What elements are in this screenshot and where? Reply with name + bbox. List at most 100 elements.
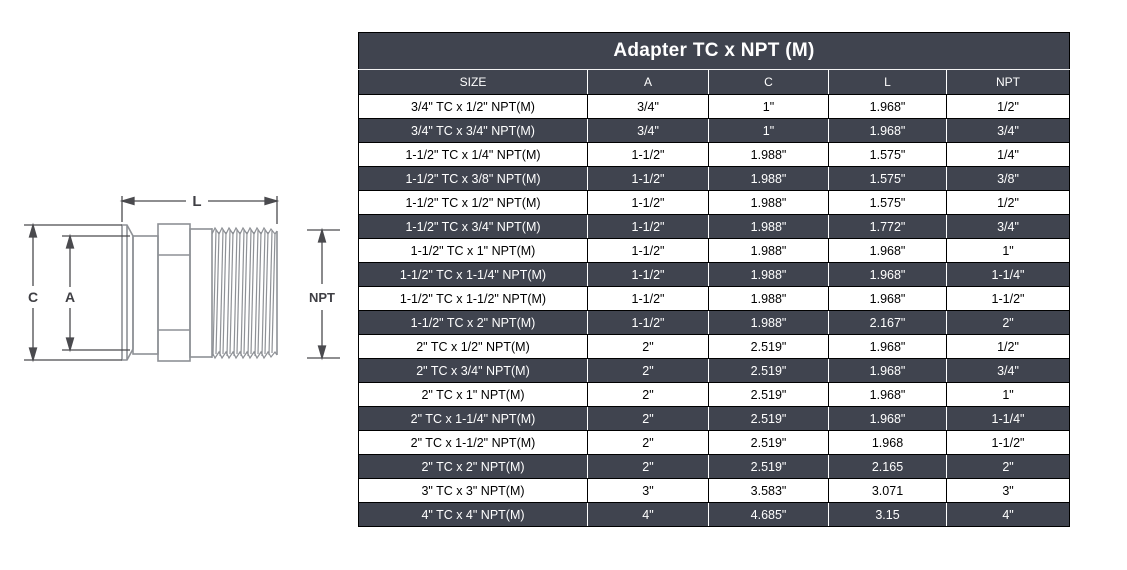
table-cell: 2.165 xyxy=(828,454,947,479)
column-header-a: A xyxy=(587,69,709,95)
table-cell: 1-1/2" xyxy=(945,286,1071,311)
table-cell: 3/4" xyxy=(945,214,1071,239)
table-cell: 1.968" xyxy=(828,406,947,431)
table-cell: 1/4" xyxy=(945,142,1071,167)
table-row: 2" TC x 3/4" NPT(M) 2" 2.519" 1.968" 3/4" xyxy=(358,358,1071,383)
dimension-label-NPT: NPT xyxy=(309,290,335,305)
adapter-technical-drawing: L C A NPT xyxy=(10,178,350,393)
table-cell: 2.167" xyxy=(828,310,947,335)
table-cell: 3.071 xyxy=(828,478,947,503)
table-cell: 3" TC x 3" NPT(M) xyxy=(358,478,588,503)
table-cell: 1-1/2" xyxy=(945,430,1071,455)
table-cell: 1.968" xyxy=(828,382,947,407)
table-cell: 1" xyxy=(945,382,1071,407)
table-row: 1-1/2" TC x 2" NPT(M) 1-1/2" 1.988" 2.167" 2… xyxy=(358,310,1071,335)
table-cell: 1-1/2" xyxy=(587,262,709,287)
table-cell: 1-1/2" xyxy=(587,142,709,167)
table-cell: 1.988" xyxy=(708,142,829,167)
table-cell: 3/4" xyxy=(587,94,709,119)
table-cell: 3/4" xyxy=(945,118,1071,143)
table-cell: 2" xyxy=(587,454,709,479)
table-row: 1-1/2" TC x 1-1/2" NPT(M) 1-1/2" 1.988" 1.9… xyxy=(358,286,1071,311)
table-cell: 2" TC x 1/2" NPT(M) xyxy=(358,334,588,359)
table-cell: 4.685" xyxy=(708,502,829,527)
table-row: 2" TC x 1-1/2" NPT(M) 2" 2.519" 1.968 1-1/2" xyxy=(358,430,1071,455)
column-header-l: L xyxy=(828,69,947,95)
table-cell: 1.988" xyxy=(708,190,829,215)
table-cell: 3/4" xyxy=(945,358,1071,383)
table-cell: 1-1/4" xyxy=(945,262,1071,287)
table-row: 2" TC x 2" NPT(M) 2" 2.519" 2.165 2" xyxy=(358,454,1071,479)
table-cell: 1" xyxy=(945,238,1071,263)
table-cell: 1" xyxy=(708,94,829,119)
table-cell: 1-1/2" TC x 1/2" NPT(M) xyxy=(358,190,588,215)
table-row: 2" TC x 1-1/4" NPT(M) 2" 2.519" 1.968" 1-1/4… xyxy=(358,406,1071,431)
table-cell: 3/4" TC x 3/4" NPT(M) xyxy=(358,118,588,143)
table-row: 3" TC x 3" NPT(M) 3" 3.583" 3.071 3" xyxy=(358,478,1071,503)
table-cell: 2" xyxy=(587,406,709,431)
table-cell: 2" TC x 3/4" NPT(M) xyxy=(358,358,588,383)
table-cell: 1-1/2" TC x 1/4" NPT(M) xyxy=(358,142,588,167)
table-cell: 1-1/2" xyxy=(587,166,709,191)
table-cell: 1.575" xyxy=(828,166,947,191)
table-cell: 2.519" xyxy=(708,430,829,455)
table-cell: 1.575" xyxy=(828,142,947,167)
table-row: 1-1/2" TC x 1/2" NPT(M) 1-1/2" 1.988" 1.575… xyxy=(358,190,1071,215)
table-cell: 3/8" xyxy=(945,166,1071,191)
adapter-drawing-svg: L C A NPT xyxy=(24,193,340,363)
dimension-NPT xyxy=(307,227,340,361)
table-cell: 4" TC x 4" NPT(M) xyxy=(358,502,588,527)
table-cell: 1.968" xyxy=(828,238,947,263)
table-cell: 3.583" xyxy=(708,478,829,503)
adapter-hex-body xyxy=(157,223,191,362)
table-row: 1-1/2" TC x 1-1/4" NPT(M) 1-1/2" 1.988" 1.9… xyxy=(358,262,1071,287)
table-cell: 1-1/2" TC x 1-1/2" NPT(M) xyxy=(358,286,588,311)
table-cell: 1.988" xyxy=(708,286,829,311)
table-cell: 2.519" xyxy=(708,454,829,479)
table-row: 3/4" TC x 1/2" NPT(M) 3/4" 1" 1.968" 1/2" xyxy=(358,94,1071,119)
table-cell: 3" xyxy=(587,478,709,503)
table-row: 1-1/2" TC x 3/8" NPT(M) 1-1/2" 1.988" 1.575… xyxy=(358,166,1071,191)
adapter-collar xyxy=(189,228,213,358)
table-cell: 4" xyxy=(945,502,1071,527)
table-cell: 1.575" xyxy=(828,190,947,215)
table-cell: 1.988" xyxy=(708,238,829,263)
table-cell: 1-1/2" TC x 1" NPT(M) xyxy=(358,238,588,263)
table-cell: 2.519" xyxy=(708,382,829,407)
table-cell: 1-1/2" TC x 2" NPT(M) xyxy=(358,310,588,335)
adapter-spec-table: Adapter TC x NPT (M) SIZE A C L NPT 3/4"… xyxy=(357,32,1071,527)
dimension-A xyxy=(62,233,130,353)
table-cell: 1-1/4" xyxy=(945,406,1071,431)
dimension-label-C: C xyxy=(28,289,38,305)
table-cell: 1.968" xyxy=(828,286,947,311)
table-cell: 3/4" xyxy=(587,118,709,143)
table-cell: 3.15 xyxy=(828,502,947,527)
table-title: Adapter TC x NPT (M) xyxy=(357,32,1071,70)
table-cell: 2" xyxy=(945,454,1071,479)
adapter-neck xyxy=(132,235,159,355)
table-cell: 3/4" TC x 1/2" NPT(M) xyxy=(358,94,588,119)
table-cell: 4" xyxy=(587,502,709,527)
table-cell: 2" xyxy=(587,358,709,383)
table-cell: 2.519" xyxy=(708,334,829,359)
dimension-label-A: A xyxy=(65,289,75,305)
dimension-L xyxy=(119,196,280,224)
table-cell: 2" xyxy=(945,310,1071,335)
table-cell: 2" xyxy=(587,334,709,359)
table-cell: 1/2" xyxy=(945,94,1071,119)
dimension-label-L: L xyxy=(192,193,201,210)
table-cell: 1.968" xyxy=(828,94,947,119)
table-cell: 1.968" xyxy=(828,262,947,287)
table-row: 2" TC x 1" NPT(M) 2" 2.519" 1.968" 1" xyxy=(358,382,1071,407)
table-cell: 1.988" xyxy=(708,310,829,335)
table-cell: 2" xyxy=(587,382,709,407)
table-cell: 1-1/2" xyxy=(587,286,709,311)
table-cell: 1.968" xyxy=(828,118,947,143)
table-cell: 3" xyxy=(945,478,1071,503)
table-cell: 1-1/2" TC x 3/8" NPT(M) xyxy=(358,166,588,191)
table-row: 1-1/2" TC x 1" NPT(M) 1-1/2" 1.988" 1.968" 1… xyxy=(358,238,1071,263)
adapter-body-outline xyxy=(121,223,213,362)
dimension-lines xyxy=(24,196,340,363)
column-header-npt: NPT xyxy=(945,69,1071,95)
dimension-C xyxy=(24,222,122,363)
